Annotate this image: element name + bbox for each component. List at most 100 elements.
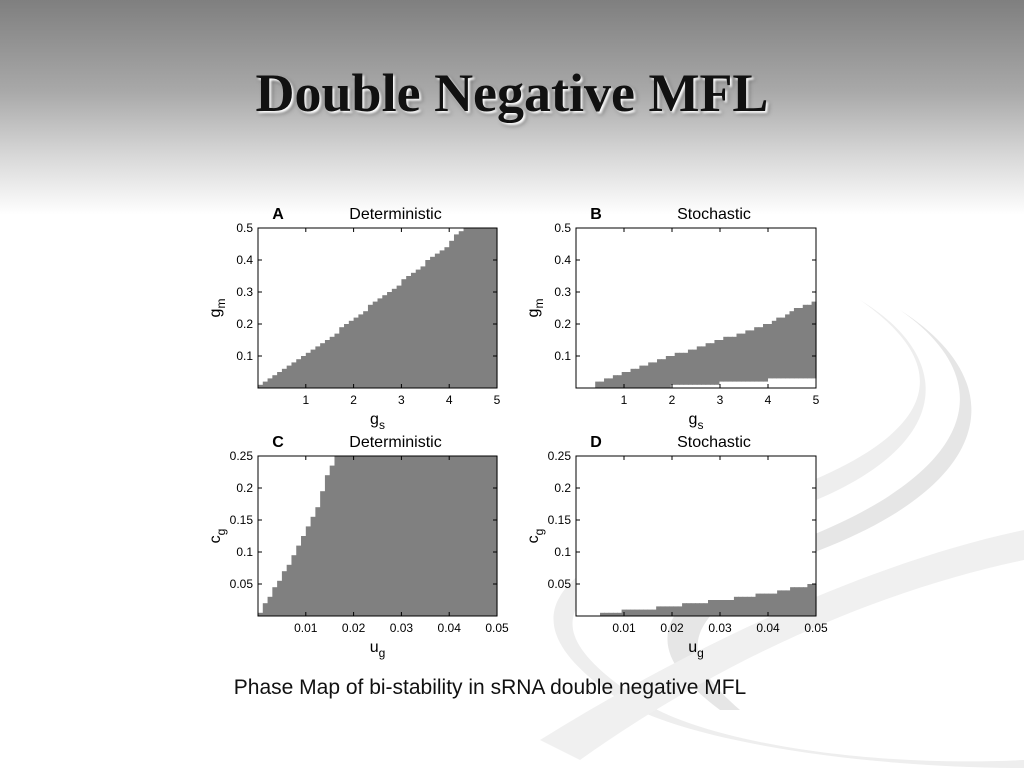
panel-b-x-tick-label: 1 — [621, 393, 628, 407]
panel-a-region-cell — [258, 384, 264, 388]
panel-c-y-tick-label: 0.2 — [236, 481, 253, 495]
panel-a-x-axis-label: gs — [370, 411, 385, 432]
panel-d-y-tick-label: 0.05 — [548, 577, 572, 591]
panel-c-region-cell — [406, 456, 412, 616]
panel-b-region-cell — [674, 352, 680, 385]
panel-a-region-cell — [473, 228, 479, 388]
panel-b-region-cell — [785, 314, 791, 379]
panel-d-region-cell — [712, 600, 718, 616]
panel-b-region-cell — [745, 330, 751, 382]
panel-b-x-tick-label: 4 — [765, 393, 772, 407]
panel-d-region-cell — [733, 596, 739, 616]
panel-c-region-cell — [310, 516, 316, 616]
panel-b-region-cell — [687, 349, 693, 385]
panel-a-region-cell — [401, 279, 407, 388]
panel-b-y-tick-label: 0.5 — [554, 221, 571, 235]
panel-c-region-cell — [401, 456, 407, 616]
panel-b-region-cell — [630, 368, 636, 388]
panel-a-region-cell — [367, 304, 374, 388]
panel-d-region-cell — [682, 603, 687, 616]
panel-a-region-cell — [272, 375, 278, 388]
panel-d-x-tick-label: 0.04 — [756, 621, 780, 635]
panel-b-region-cell — [657, 359, 663, 388]
panel-b-region-cell — [807, 304, 813, 379]
panel-b-region-cell — [718, 340, 724, 382]
panel-c-y-tick-label: 0.25 — [230, 449, 254, 463]
panel-d-region-cell — [807, 584, 813, 616]
panel-a-region-cell — [353, 317, 359, 388]
panel-b-region-cell — [727, 336, 733, 382]
panel-d-region-cell — [703, 603, 709, 616]
panel-c-region-cell — [367, 456, 374, 616]
panel-a-region-cell — [358, 314, 364, 388]
panel-d-region-cell — [630, 609, 636, 616]
panel-b-y-tick-label: 0.3 — [554, 285, 571, 299]
panel-d-y-tick-label: 0.1 — [554, 545, 571, 559]
panel-b-region-cell — [608, 378, 614, 388]
panel-d-x-tick-label: 0.01 — [612, 621, 636, 635]
panel-b-x-tick-label: 2 — [669, 393, 676, 407]
panel-a-region-cell — [449, 240, 455, 388]
panel-b-region-cell — [811, 301, 817, 379]
panel-c-region-cell — [434, 456, 441, 616]
panel-a-region-cell — [324, 340, 331, 388]
panel-d-region-cell — [699, 603, 705, 616]
panel-c-region-cell — [415, 456, 422, 616]
panel-a-region-cell — [262, 381, 269, 388]
panel-a-region-cell — [310, 349, 316, 388]
panel-c-title: Deterministic — [349, 434, 441, 451]
panel-a-region-cell — [410, 272, 417, 388]
panel-b-region-cell — [652, 362, 658, 388]
panel-a-y-tick-label: 0.3 — [236, 285, 253, 299]
figure-caption: Phase Map of bi-stability in sRNA double… — [233, 676, 747, 699]
panel-c-region-cell — [348, 456, 355, 616]
panel-b-region-cell — [661, 359, 667, 388]
panel-d-region-cell — [785, 590, 791, 616]
panel-c-x-tick-label: 0.03 — [390, 621, 414, 635]
panel-b-x-axis-label: gs — [689, 411, 704, 432]
panel-b-y-axis-label: gm — [525, 299, 546, 318]
panel-b-x-tick-label: 3 — [717, 393, 724, 407]
panel-a-x-tick-label: 2 — [350, 393, 357, 407]
panel-c-region-cell — [353, 456, 359, 616]
panel-c-region-cell — [272, 587, 278, 616]
panel-d-region-cell — [673, 606, 679, 616]
panel-d-region-cell — [708, 600, 713, 616]
panel-d-region-cell — [772, 593, 778, 616]
panel-d-x-tick-label: 0.05 — [804, 621, 828, 635]
panel-c-region-cell — [305, 526, 312, 616]
panel-d-region-cell — [604, 612, 610, 616]
panel-c-region-cell — [315, 507, 321, 616]
panel-a-region-cell — [296, 359, 302, 388]
panel-d-x-tick-label: 0.02 — [660, 621, 684, 635]
panel-b-region-cell — [604, 378, 610, 388]
panel-d-region-cell — [677, 606, 683, 616]
panel-b-y-tick-label: 0.4 — [554, 253, 571, 267]
panel-c-region-cell — [391, 456, 398, 616]
panel-d-title: Stochastic — [677, 434, 751, 451]
panel-d-x-axis-label: ug — [688, 639, 704, 660]
panel-d-region-cell — [790, 587, 795, 616]
panel-a-region-cell — [430, 256, 436, 388]
panel-b-region-cell — [802, 304, 808, 379]
panel-d-region-cell — [600, 612, 605, 616]
panel-c-region-cell — [286, 564, 293, 616]
panel-a-region-cell — [363, 311, 369, 388]
panel-c-y-tick-label: 0.15 — [230, 513, 254, 527]
panel-b-region-cell — [740, 333, 746, 382]
panel-d-letter: D — [590, 434, 602, 451]
panel-c-x-tick-label: 0.04 — [438, 621, 462, 635]
panel-b-region-cell — [648, 362, 654, 388]
panel-d-x-tick-label: 0.03 — [708, 621, 732, 635]
panel-b-region-cell — [749, 330, 755, 382]
panel-c-x-tick-label: 0.05 — [485, 621, 509, 635]
panel-d-region-cell — [798, 587, 804, 616]
panel-a-region-cell — [391, 288, 398, 388]
panel-c-region-cell — [482, 456, 489, 616]
panel-a-region-cell — [315, 346, 321, 388]
panel-a-region-cell — [329, 336, 336, 388]
panel-c-region-cell — [324, 475, 331, 616]
panel-c-region-cell — [487, 456, 493, 616]
panel-c-region-cell — [410, 456, 417, 616]
